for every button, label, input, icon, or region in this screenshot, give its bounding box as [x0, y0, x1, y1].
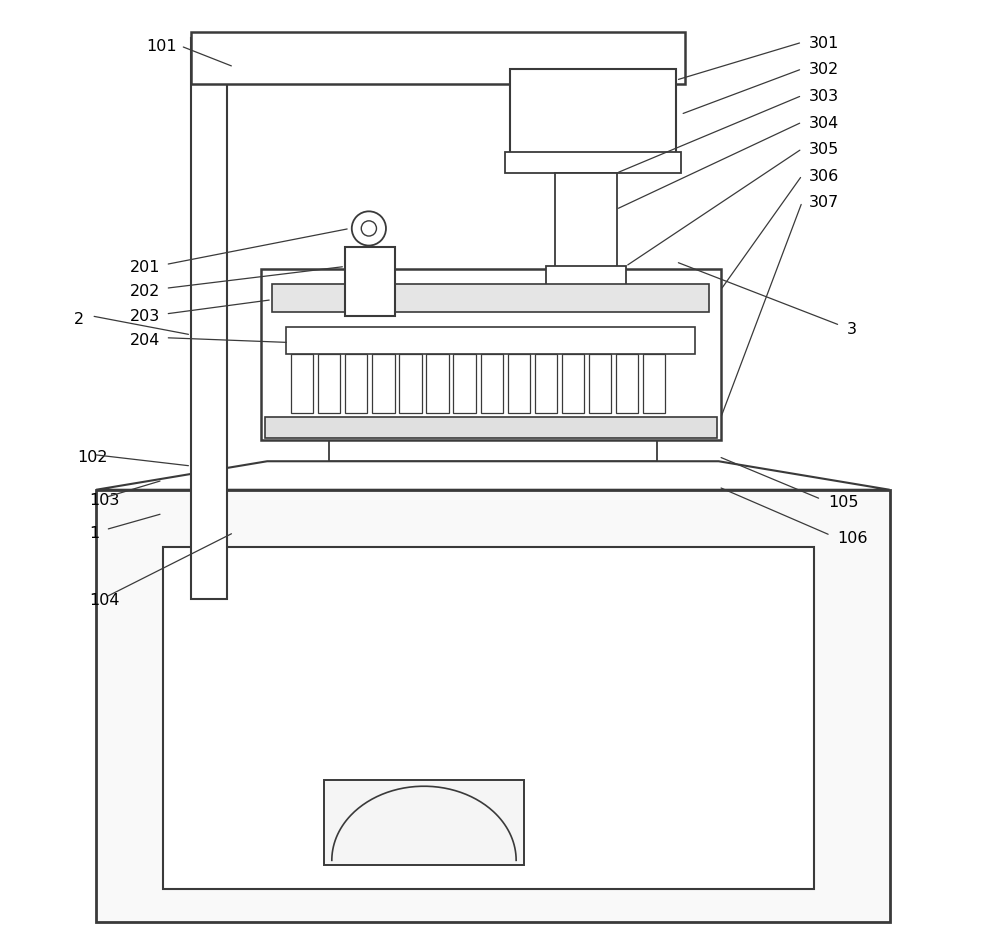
Bar	[286, 327, 695, 354]
Bar	[546, 268, 626, 291]
Text: 202: 202	[129, 284, 160, 298]
Text: 305: 305	[809, 142, 839, 157]
Bar	[616, 354, 638, 413]
Bar	[453, 354, 476, 413]
Bar	[505, 153, 681, 174]
Text: 106: 106	[837, 530, 868, 545]
Bar	[589, 354, 611, 413]
Bar	[481, 354, 503, 413]
Text: 303: 303	[809, 89, 839, 104]
Text: 304: 304	[809, 115, 839, 130]
Text: 306: 306	[809, 169, 839, 184]
Text: 203: 203	[129, 309, 160, 324]
Bar	[324, 780, 524, 865]
Text: 204: 204	[129, 333, 160, 347]
Bar	[643, 354, 665, 413]
Text: 3: 3	[847, 322, 857, 336]
Bar	[96, 490, 890, 922]
Bar	[318, 354, 340, 413]
Text: 103: 103	[90, 492, 120, 507]
Bar	[399, 354, 422, 413]
Bar	[508, 354, 530, 413]
Bar	[329, 441, 657, 462]
Bar	[372, 354, 395, 413]
Bar	[261, 270, 721, 441]
Bar	[265, 417, 717, 439]
Text: 2: 2	[74, 312, 84, 327]
Bar	[510, 69, 676, 155]
Bar	[291, 354, 313, 413]
Bar	[272, 285, 709, 313]
Text: 201: 201	[129, 260, 160, 275]
Bar	[345, 354, 367, 413]
Bar	[555, 174, 617, 269]
Bar	[163, 547, 814, 889]
Text: 307: 307	[809, 195, 839, 210]
Text: 102: 102	[77, 449, 108, 465]
Text: 101: 101	[147, 39, 177, 54]
Bar	[345, 248, 395, 316]
Text: 1: 1	[90, 526, 100, 541]
Bar	[191, 39, 227, 600]
Polygon shape	[96, 462, 890, 490]
Bar	[535, 354, 557, 413]
Bar	[426, 354, 449, 413]
Bar	[562, 354, 584, 413]
Text: 302: 302	[809, 62, 839, 77]
Text: 105: 105	[828, 494, 858, 509]
Text: 104: 104	[90, 592, 120, 606]
Bar	[191, 32, 685, 85]
Text: 301: 301	[809, 35, 839, 50]
